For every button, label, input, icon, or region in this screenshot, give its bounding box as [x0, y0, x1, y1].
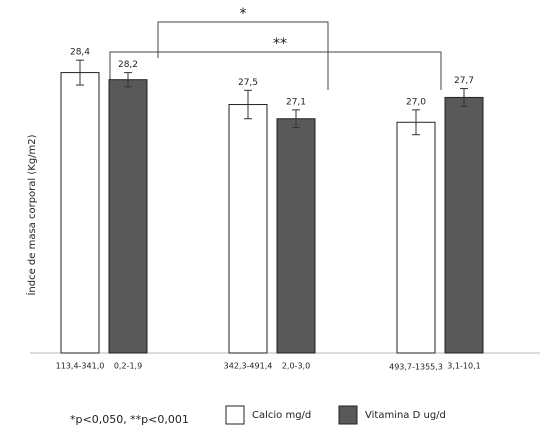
footnote: *p<0,050, **p<0,001 — [70, 413, 189, 426]
x-tick-label: 2,0-3,0 — [282, 362, 310, 371]
legend-label: Vitamina D ug/d — [365, 410, 446, 421]
error-bar — [292, 109, 300, 129]
value-label: 27,7 — [454, 76, 474, 86]
annotation: * — [240, 6, 247, 22]
error-bar — [244, 89, 252, 120]
legend-label: Calcio mg/d — [252, 410, 311, 421]
bar — [396, 121, 436, 354]
value-label: 28,4 — [70, 48, 90, 58]
legend-swatch — [225, 405, 245, 425]
error-bar — [460, 88, 468, 107]
bar — [444, 96, 484, 354]
bar — [228, 104, 268, 354]
error-bar — [76, 59, 84, 86]
x-tick-label: 3,1-10,1 — [447, 362, 480, 371]
significance-bracket — [109, 51, 442, 90]
bar — [276, 118, 316, 354]
annotation: ** — [273, 36, 287, 52]
x-tick-label: 113,4-341,0 — [56, 362, 105, 371]
error-bar — [412, 109, 420, 136]
x-tick-label: 0,2-1,9 — [114, 362, 142, 371]
value-label: 28,2 — [118, 60, 138, 70]
bar — [60, 72, 100, 354]
x-tick-label: 493,7-1355,3 — [389, 363, 443, 372]
significance-bracket — [157, 21, 329, 90]
value-label: 27,0 — [406, 97, 426, 107]
x-tick-label: 342,3-491,4 — [224, 362, 273, 371]
y-axis-label: Índce de masa corporal (Kg/m2) — [25, 134, 38, 295]
legend-swatch — [338, 405, 358, 425]
error-bar — [124, 72, 132, 88]
value-label: 27,5 — [238, 78, 258, 88]
value-label: 27,1 — [286, 97, 306, 107]
bar — [108, 79, 148, 354]
